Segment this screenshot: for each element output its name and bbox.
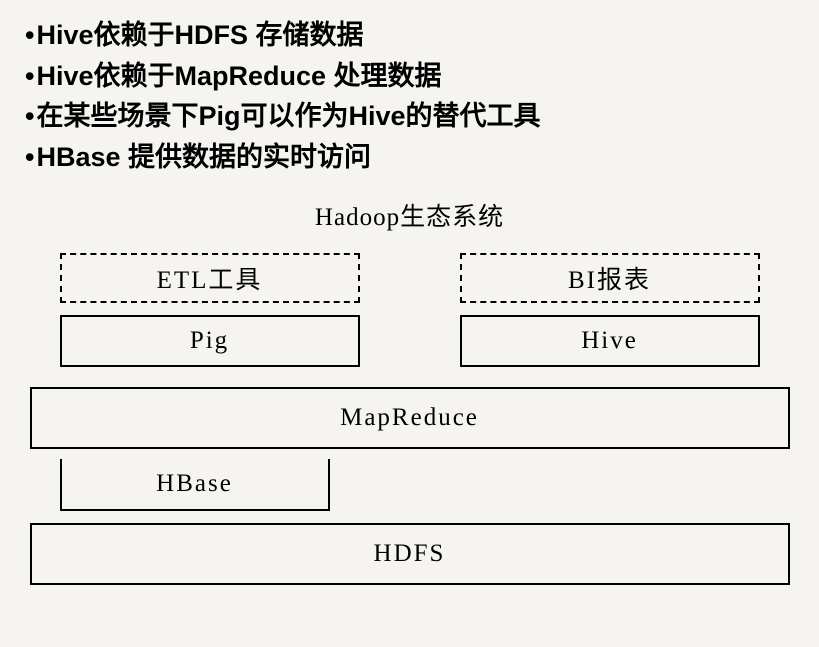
bullet-item-3: 在某些场景下Pig可以作为Hive的替代工具	[25, 96, 794, 137]
box-mapreduce: MapReduce	[30, 387, 790, 449]
box-hbase: HBase	[60, 459, 330, 511]
box-etl-tools: ETL工具	[60, 253, 360, 303]
hadoop-ecosystem-diagram: ETL工具 BI报表 Pig Hive MapReduce HBase HDFS	[30, 253, 790, 623]
bullet-item-1: Hive依赖于HDFS 存储数据	[25, 15, 794, 56]
bullet-list: Hive依赖于HDFS 存储数据 Hive依赖于MapReduce 处理数据 在…	[25, 15, 794, 177]
diagram-title: Hadoop生态系统	[25, 197, 794, 233]
box-hdfs: HDFS	[30, 523, 790, 585]
bullet-item-4: HBase 提供数据的实时访问	[25, 137, 794, 178]
bullet-item-2: Hive依赖于MapReduce 处理数据	[25, 56, 794, 97]
box-pig: Pig	[60, 315, 360, 367]
box-hive: Hive	[460, 315, 760, 367]
box-bi-report: BI报表	[460, 253, 760, 303]
